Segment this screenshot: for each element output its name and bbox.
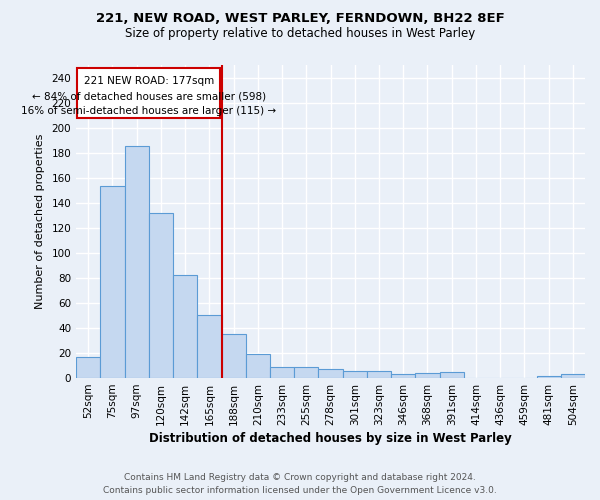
FancyBboxPatch shape: [77, 68, 220, 117]
Bar: [125, 146, 149, 378]
Bar: [391, 374, 415, 378]
Bar: [197, 316, 221, 378]
Bar: [221, 334, 246, 378]
Text: 221 NEW ROAD: 177sqm: 221 NEW ROAD: 177sqm: [84, 76, 214, 86]
Y-axis label: Number of detached properties: Number of detached properties: [35, 134, 44, 309]
Bar: [536, 376, 561, 378]
Bar: [561, 374, 585, 378]
Bar: [343, 370, 367, 378]
Text: Contains HM Land Registry data © Crown copyright and database right 2024.
Contai: Contains HM Land Registry data © Crown c…: [103, 474, 497, 495]
Bar: [367, 370, 391, 378]
Bar: [270, 367, 294, 378]
Bar: [149, 213, 173, 378]
Text: Size of property relative to detached houses in West Parley: Size of property relative to detached ho…: [125, 28, 475, 40]
Bar: [173, 276, 197, 378]
Text: ← 84% of detached houses are smaller (598): ← 84% of detached houses are smaller (59…: [32, 92, 266, 102]
Bar: [440, 372, 464, 378]
Bar: [415, 373, 440, 378]
Bar: [319, 370, 343, 378]
Text: 221, NEW ROAD, WEST PARLEY, FERNDOWN, BH22 8EF: 221, NEW ROAD, WEST PARLEY, FERNDOWN, BH…: [95, 12, 505, 26]
Bar: [294, 367, 319, 378]
Bar: [100, 186, 125, 378]
Bar: [246, 354, 270, 378]
X-axis label: Distribution of detached houses by size in West Parley: Distribution of detached houses by size …: [149, 432, 512, 445]
Bar: [76, 357, 100, 378]
Text: 16% of semi-detached houses are larger (115) →: 16% of semi-detached houses are larger (…: [21, 106, 277, 117]
